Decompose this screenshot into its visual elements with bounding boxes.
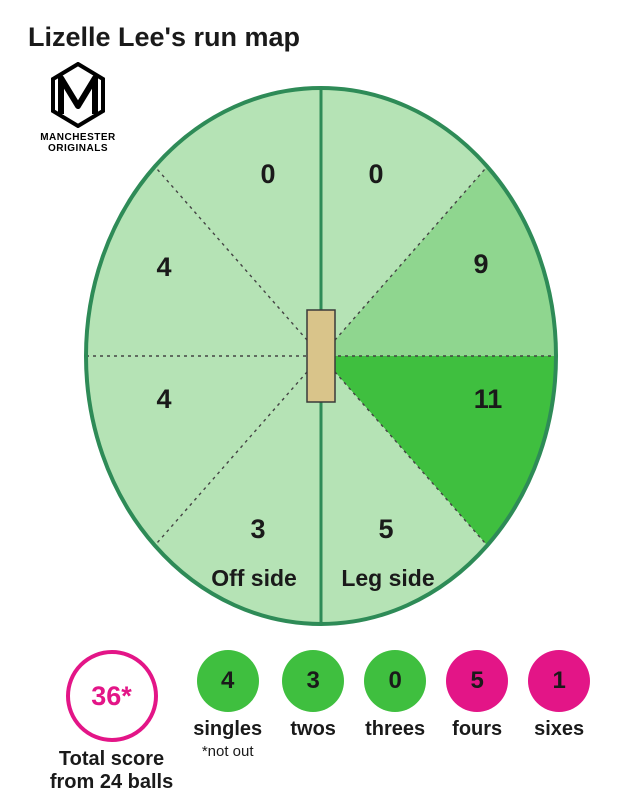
- notout-note: *not out: [193, 743, 262, 760]
- svg-text:0: 0: [368, 159, 383, 189]
- stat-value: 3: [306, 667, 319, 695]
- stat-label: sixes: [528, 718, 590, 741]
- stat-value: 4: [221, 667, 234, 695]
- stat-circle: 4: [197, 650, 259, 712]
- chart-title: Lizelle Lee's run map: [28, 22, 300, 53]
- stat-singles: 4 singles *not out: [193, 650, 262, 760]
- total-score-label-2: from 24 balls: [50, 771, 173, 793]
- stat-circle: 3: [282, 650, 344, 712]
- svg-text:9: 9: [473, 249, 488, 279]
- stat-threes: 0 threes: [364, 650, 426, 741]
- svg-text:Off side: Off side: [211, 565, 297, 591]
- stat-circle: 5: [446, 650, 508, 712]
- total-score-label-1: Total score: [59, 748, 164, 770]
- svg-text:4: 4: [156, 384, 171, 414]
- svg-text:3: 3: [250, 514, 265, 544]
- stat-twos: 3 twos: [282, 650, 344, 741]
- svg-text:11: 11: [474, 384, 503, 414]
- total-score-circle: 36*: [66, 650, 158, 742]
- total-score: 36* Total score from 24 balls: [50, 650, 173, 794]
- stat-circle: 1: [528, 650, 590, 712]
- stat-circle: 0: [364, 650, 426, 712]
- stat-label: singles: [193, 718, 262, 741]
- stat-sixes: 1 sixes: [528, 650, 590, 741]
- stat-value: 0: [388, 667, 401, 695]
- stat-value: 5: [470, 667, 483, 695]
- total-score-value: 36*: [91, 681, 132, 712]
- wagon-wheel: 0 9 11 5 3 4 4 0 Off side Leg side: [76, 78, 566, 634]
- stats-row: 36* Total score from 24 balls 4 singles *n…: [0, 650, 640, 794]
- stat-value: 1: [552, 667, 565, 695]
- stat-label: fours: [446, 718, 508, 741]
- stat-label: twos: [282, 718, 344, 741]
- svg-text:4: 4: [156, 252, 171, 282]
- stat-fours: 5 fours: [446, 650, 508, 741]
- stat-label: threes: [364, 718, 426, 741]
- svg-text:0: 0: [260, 159, 275, 189]
- svg-text:Leg side: Leg side: [341, 565, 434, 591]
- svg-text:5: 5: [378, 514, 393, 544]
